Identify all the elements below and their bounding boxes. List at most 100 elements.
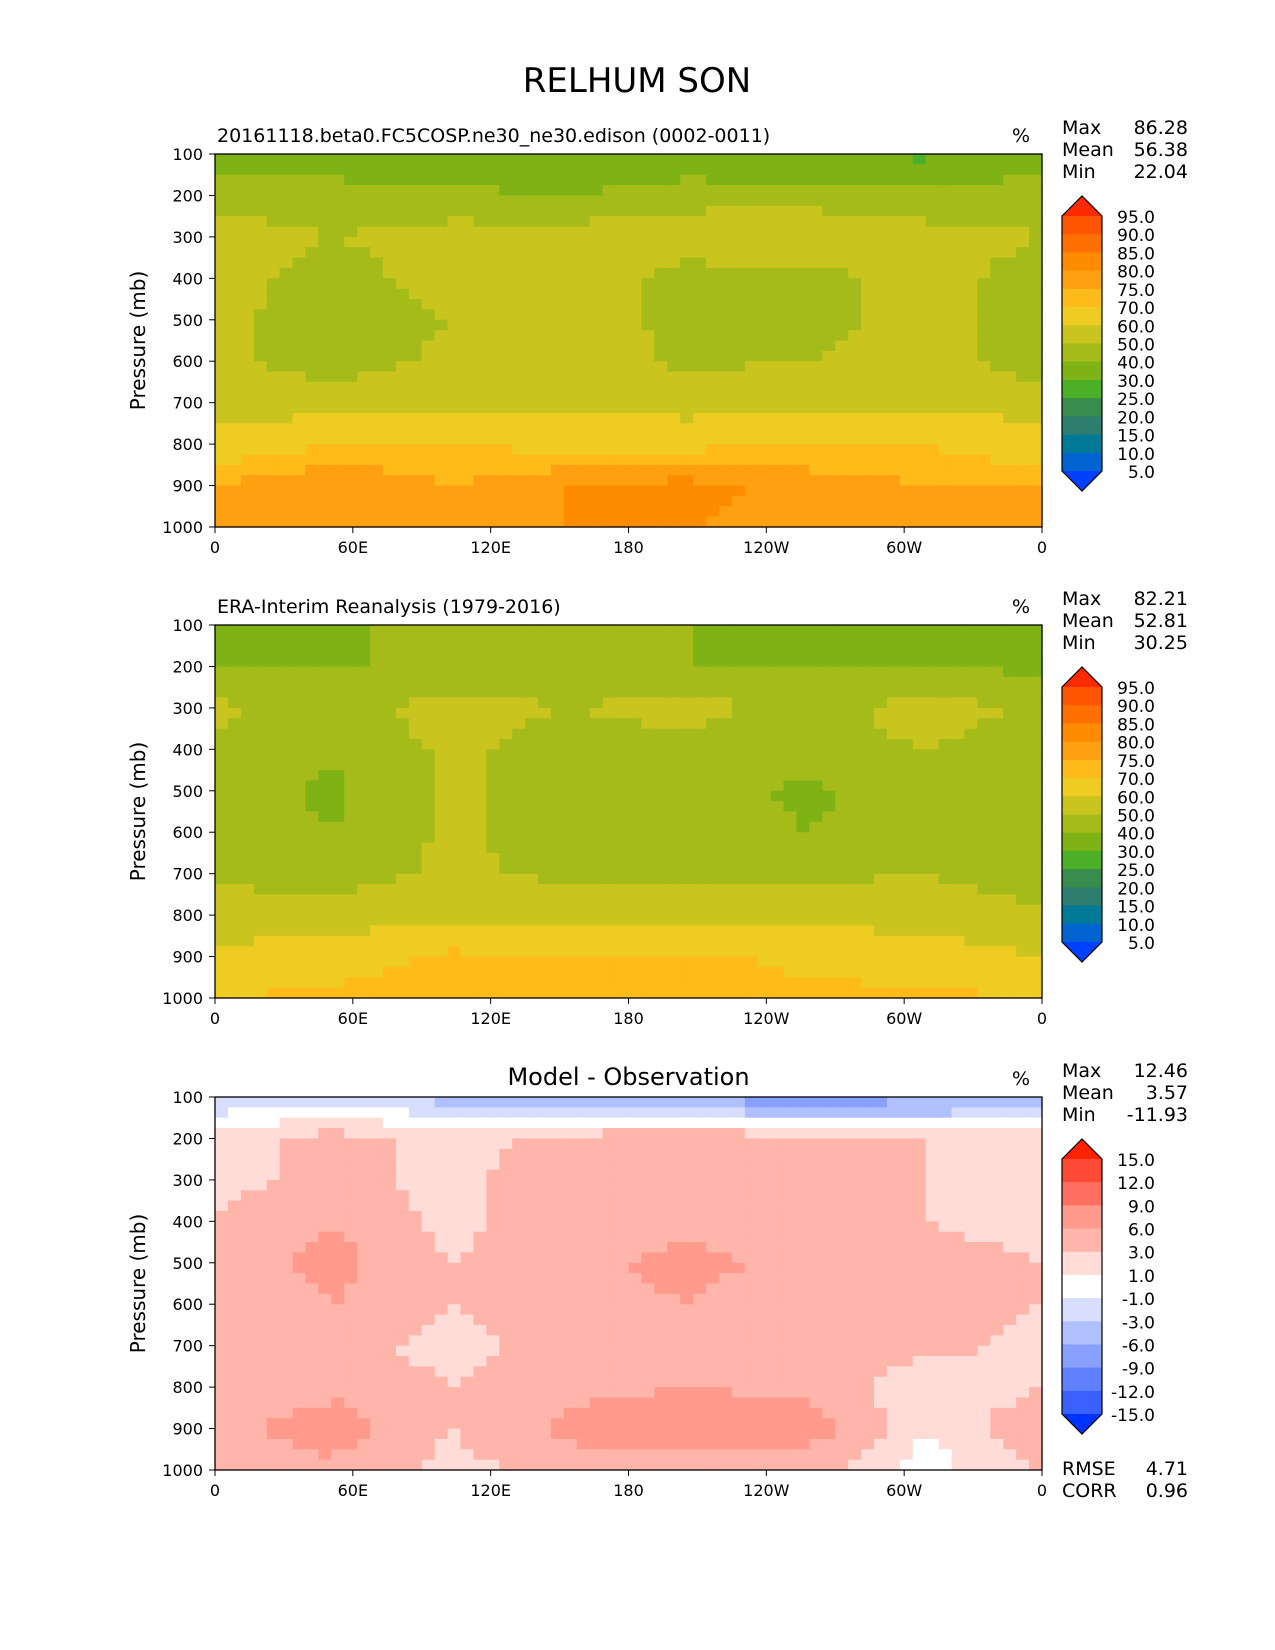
contour-cell [550, 925, 565, 937]
contour-cell [977, 413, 991, 424]
contour-cell [292, 811, 307, 823]
contour-cell [240, 164, 255, 176]
contour-cell [654, 759, 668, 771]
contour-cell [886, 738, 901, 750]
contour-cell [951, 288, 966, 300]
contour-cell [538, 516, 552, 528]
contour-cell [266, 464, 281, 476]
contour-cell [344, 645, 358, 657]
contour-cell [602, 676, 617, 688]
contour-cell [227, 987, 242, 999]
contour-cell [899, 635, 914, 647]
contour-cell [874, 925, 888, 937]
contour-cell [654, 842, 668, 854]
contour-cell [641, 495, 655, 507]
contour-cell [783, 299, 798, 311]
contour-cell [602, 381, 617, 393]
contour-cell [796, 925, 810, 937]
contour-cell [680, 770, 694, 782]
contour-cell [331, 1097, 345, 1108]
contour-cell [899, 319, 914, 331]
contour-cell [357, 454, 371, 466]
contour-cell [667, 236, 681, 248]
contour-cell [770, 728, 785, 740]
contour-cell [693, 1128, 707, 1140]
contour-cell [835, 174, 849, 186]
contour-cell [434, 852, 449, 864]
contour-cell [318, 1117, 332, 1129]
contour-cell [938, 738, 953, 750]
contour-cell [1016, 413, 1030, 424]
contour-cell [279, 236, 294, 248]
contour-cell [680, 738, 694, 750]
contour-cell [744, 863, 759, 875]
contour-cell [1029, 288, 1043, 300]
contour-cell [331, 821, 345, 833]
contour-cell [809, 402, 823, 414]
contour-cell [305, 371, 319, 383]
contour-cell [331, 454, 345, 466]
contour-cell [925, 987, 940, 999]
contour-cell [305, 516, 319, 528]
contour-cell [382, 361, 397, 373]
contour-cell [512, 728, 526, 740]
contour-cell [615, 309, 630, 321]
contour-cell [240, 299, 255, 311]
y-tick-label: 700 [172, 394, 203, 413]
contour-cell [693, 946, 707, 958]
contour-cell [693, 257, 707, 269]
contour-cell [215, 361, 229, 373]
contour-cell [447, 1097, 462, 1108]
contour-cell [835, 299, 849, 311]
contour-cell [615, 154, 630, 165]
contour-cell [227, 707, 242, 719]
contour-cell [925, 247, 940, 259]
contour-cell [486, 987, 500, 999]
contour-cell [253, 956, 268, 968]
contour-cell [899, 666, 914, 678]
contour-cell [770, 1097, 785, 1108]
contour-cell [615, 1128, 630, 1140]
contour-cell [357, 676, 371, 688]
contour-cell [628, 811, 643, 823]
contour-cell [357, 340, 371, 352]
contour-cell [512, 790, 526, 802]
contour-cell [563, 205, 578, 217]
contour-cell [370, 288, 384, 300]
contour-cell [1003, 904, 1017, 916]
contour-cell [447, 185, 462, 197]
contour-cell [667, 402, 681, 414]
contour-cell [964, 185, 978, 197]
contour-cell [499, 413, 513, 424]
contour-cell [331, 495, 345, 507]
contour-cell [977, 174, 991, 186]
contour-cell [641, 863, 655, 875]
contour-cell [796, 790, 810, 802]
contour-cell [990, 433, 1004, 445]
contour-cell [434, 174, 449, 186]
contour-cell [447, 195, 462, 207]
contour-cell [680, 299, 694, 311]
contour-cell [757, 884, 772, 895]
contour-cell [641, 381, 655, 393]
contour-cell [486, 832, 500, 844]
contour-cell [227, 433, 242, 445]
contour-cell [253, 226, 268, 238]
contour-cell [563, 236, 578, 248]
contour-cell [1029, 475, 1043, 487]
contour-cell [615, 433, 630, 445]
contour-cell [718, 226, 733, 238]
contour-cell [990, 247, 1004, 259]
contour-cell [1029, 1117, 1043, 1129]
contour-cell [576, 977, 591, 989]
contour-cell [848, 267, 862, 279]
contour-cell [512, 413, 526, 424]
contour-cell [460, 770, 475, 782]
contour-cell [447, 946, 462, 958]
contour-cell [473, 309, 487, 321]
contour-cell [654, 635, 668, 647]
contour-cell [912, 361, 927, 373]
contour-cell [667, 759, 681, 771]
contour-cell [279, 444, 294, 456]
contour-cell [602, 506, 617, 518]
